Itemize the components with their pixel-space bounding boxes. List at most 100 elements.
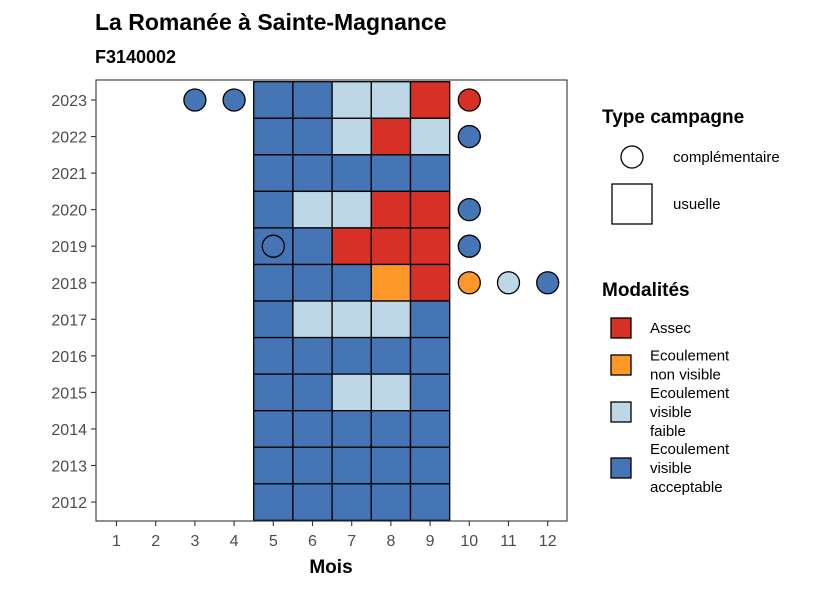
tile-2014-5: [253, 410, 294, 448]
tile-2012-9: [409, 483, 451, 521]
tile-2021-6: [292, 154, 333, 193]
tile-2015-7: [331, 373, 372, 412]
tile-2022-7: [331, 117, 372, 156]
tile-2016-5: [253, 336, 294, 375]
legend-modalite-swatch: [610, 354, 632, 376]
legend-modalite-label: Ecoulement visible faible: [650, 385, 730, 440]
tile-2018-8: [370, 263, 412, 302]
tile-2017-6: [292, 300, 333, 339]
tile-2017-8: [370, 300, 412, 339]
tile-2014-8: [370, 410, 412, 448]
tile-2017-5: [253, 300, 294, 339]
tile-2022-6: [292, 117, 333, 156]
tile-2021-5: [253, 154, 294, 193]
legend-type-label: usuelle: [673, 196, 721, 213]
tile-2012-5: [253, 483, 294, 521]
x-tick-label: 4: [230, 533, 239, 550]
tile-2020-9: [409, 190, 451, 229]
legend-modalite-swatch: [610, 317, 632, 339]
tile-2015-5: [253, 373, 294, 412]
legend-type-title: Type campagne: [602, 107, 744, 128]
tile-2019-7: [331, 227, 372, 266]
y-tick-label: 2021: [51, 166, 87, 183]
tile-2023-6: [292, 81, 333, 119]
tile-2021-9: [409, 154, 451, 193]
tile-2018-9: [409, 263, 451, 302]
tile-2022-8: [370, 117, 412, 156]
point-layer: [183, 88, 560, 295]
tile-2013-8: [370, 446, 412, 485]
tile-2013-9: [409, 446, 451, 485]
point-2020-10: [457, 197, 481, 222]
x-tick-label: 8: [386, 533, 395, 550]
x-tick-label: 9: [426, 533, 435, 550]
tile-2023-7: [331, 81, 372, 119]
x-axis-title: Mois: [309, 557, 352, 578]
legend-modalite-label: Ecoulement non visible: [650, 348, 730, 384]
tile-2014-9: [409, 410, 451, 448]
legend-type-label: complémentaire: [673, 149, 780, 166]
tile-2016-6: [292, 336, 333, 375]
x-tick-label: 5: [269, 533, 278, 550]
panel-border: [95, 79, 568, 522]
y-tick-label: 2020: [51, 203, 87, 220]
point-2018-10: [457, 271, 481, 295]
x-tick-label: 6: [308, 533, 317, 550]
point-2023-10: [457, 88, 481, 112]
tile-2012-7: [331, 483, 372, 521]
point-2019-5: [261, 234, 285, 258]
y-tick-label: 2017: [51, 312, 87, 329]
point-2018-12: [536, 271, 560, 295]
legend-modalite-swatch: [610, 401, 632, 423]
legend-modalites-title: Modalités: [602, 280, 690, 301]
tile-2017-7: [331, 300, 372, 339]
y-tick-label: 2018: [51, 276, 87, 293]
point-2018-11: [496, 271, 521, 295]
tile-2013-5: [253, 446, 294, 485]
y-tick-label: 2014: [51, 422, 87, 439]
tile-2023-8: [370, 81, 412, 119]
axes: 1 2 3 4 5 6 7 8 9 10 11 122012201320142015201620172…: [51, 79, 568, 550]
y-tick-label: 2015: [51, 385, 87, 402]
tile-2013-7: [331, 446, 372, 485]
point-2019-10: [457, 234, 481, 258]
tile-2014-7: [331, 410, 372, 448]
chart-subtitle: F3140002: [95, 47, 176, 67]
tile-2020-5: [253, 190, 294, 229]
tile-2018-7: [331, 263, 372, 302]
x-tick-label: 3: [190, 533, 199, 550]
y-tick-label: 2023: [51, 93, 87, 110]
tile-2019-6: [292, 227, 333, 266]
x-tick-label: 1: [112, 533, 121, 550]
x-tick-label: 11: [500, 533, 517, 550]
point-2022-10: [457, 124, 481, 149]
tile-2016-7: [331, 336, 372, 375]
tile-2020-6: [292, 190, 333, 229]
tile-2015-6: [292, 373, 333, 412]
y-tick-label: 2019: [51, 239, 87, 256]
legend-modalite-swatch: [610, 457, 632, 479]
tile-2020-7: [331, 190, 372, 229]
tile-2017-9: [409, 300, 451, 339]
tile-2019-9: [409, 227, 451, 266]
tile-2018-5: [253, 263, 294, 302]
tile-2022-5: [253, 117, 294, 156]
x-tick-label: 7: [347, 533, 356, 550]
legend-modalite-label: Ecoulement visible acceptable: [650, 441, 730, 496]
legend-circle-swatch: [620, 145, 644, 169]
tile-2015-9: [409, 373, 451, 412]
tile-2023-9: [409, 81, 451, 119]
legend-modalite-label: Assec: [650, 320, 691, 337]
tile-2020-8: [370, 190, 412, 229]
x-tick-label: 10: [460, 533, 478, 550]
chart-title: La Romanée à Sainte-Magnance: [95, 9, 447, 35]
tile-2019-8: [370, 227, 412, 266]
x-tick-label: 12: [539, 533, 557, 550]
legend-type-campagne: Type campagne complémentaire usuelle: [602, 107, 780, 225]
tile-2021-8: [370, 154, 412, 193]
point-2023-3: [183, 88, 207, 112]
y-tick-label: 2022: [51, 130, 87, 147]
point-2023-4: [222, 88, 246, 112]
